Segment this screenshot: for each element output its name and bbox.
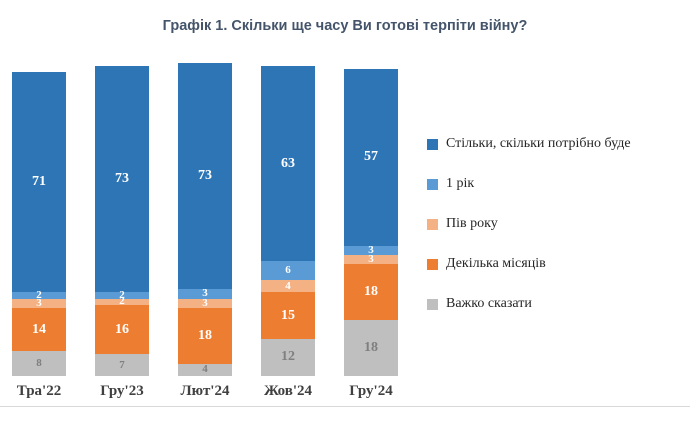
bar-segment: 15 [261,292,315,339]
x-axis-label: Лют'24 [180,383,230,399]
chart-title: Графік 1. Скільки ще часу Ви готові терп… [162,18,528,34]
x-axis-label: Гру'24 [349,383,393,399]
segment-value-label: 57 [364,149,378,165]
segment-value-label: 4 [202,363,208,376]
legend-swatch-icon [427,218,438,230]
bar-segment: 4 [178,363,232,376]
segment-value-label: 14 [32,321,46,337]
stacked-bar: 57 3 3 18 18 [344,69,398,376]
bar-column: 73 2 2 16 7 Гру'23 [95,66,149,400]
bar-segment: 18 [344,264,398,321]
bar-segment: 7 [95,354,149,376]
legend-item: Пів року [427,216,631,232]
legend-swatch-icon [427,298,438,310]
legend-label: Декілька місяців [446,256,546,271]
legend-item: 1 рік [427,176,631,192]
bar-segment: 12 [261,338,315,376]
legend-swatch-icon [427,178,438,190]
bar-column: 71 2 3 14 8 Тра'22 [12,72,66,400]
bar-segment: 63 [261,66,315,262]
x-axis-label: Гру'23 [100,383,144,399]
plot-area: 71 2 3 14 8 Тра'22 73 2 2 16 7 Гру'23 73 3 3 18 4 Лют'24 6… [12,62,398,400]
legend-label: Стільки, скільки потрібно буде [446,136,631,151]
bar-segment: 3 [344,254,398,265]
bar-column: 63 6 4 15 12 Жов'24 [261,66,315,400]
bar-segment: 3 [12,297,66,308]
bar-segment: 73 [178,62,232,290]
bar-segment: 3 [344,244,398,255]
bar-segment: 71 [12,72,66,293]
bar-segment: 18 [178,307,232,364]
bar-segment: 14 [12,307,66,352]
bar-segment: 8 [12,351,66,376]
segment-value-label: 73 [115,171,129,187]
stacked-bar: 73 3 3 18 4 [178,62,232,376]
bar-segment: 73 [95,66,149,293]
chart-body: 71 2 3 14 8 Тра'22 73 2 2 16 7 Гру'23 73 3 3 18 4 Лют'24 6… [0,42,690,414]
segment-value-label: 7 [119,358,125,371]
segment-value-label: 18 [198,327,212,343]
bar-column: 73 3 3 18 4 Лют'24 [178,62,232,400]
segment-value-label: 6 [285,264,291,277]
legend-swatch-icon [427,258,438,270]
stacked-bar: 63 6 4 15 12 [261,66,315,376]
segment-value-label: 63 [281,155,295,171]
segment-value-label: 8 [36,357,42,370]
legend-item: Стільки, скільки потрібно буде [427,136,631,152]
bar-column: 57 3 3 18 18 Гру'24 [344,69,398,400]
segment-value-label: 71 [32,174,46,190]
segment-value-label: 16 [115,321,129,337]
segment-value-label: 15 [281,307,295,323]
segment-value-label: 73 [198,168,212,184]
legend-label: 1 рік [446,176,475,191]
bar-segment: 4 [261,279,315,293]
bar-segment: 3 [178,288,232,299]
bar-segment: 57 [344,69,398,246]
legend-item: Важко сказати [427,296,631,312]
bar-segment: 16 [95,304,149,355]
bottom-rule [0,406,690,407]
stacked-bar: 71 2 3 14 8 [12,72,66,376]
x-axis-label: Тра'22 [16,383,62,399]
bar-segment: 6 [261,261,315,280]
segment-value-label: 18 [364,284,378,300]
legend-item: Декілька місяців [427,256,631,272]
stacked-bar: 73 2 2 16 7 [95,66,149,376]
legend-label: Важко сказати [446,296,532,311]
legend-label: Пів року [446,216,498,231]
bar-segment: 3 [178,297,232,308]
segment-value-label: 4 [285,279,291,292]
segment-value-label: 12 [281,349,295,365]
bar-segment: 18 [344,320,398,376]
segment-value-label: 18 [364,340,378,356]
legend-swatch-icon [427,138,438,150]
legend: Стільки, скільки потрібно буде 1 рік Пів р… [427,136,631,312]
x-axis-label: Жов'24 [263,383,313,399]
